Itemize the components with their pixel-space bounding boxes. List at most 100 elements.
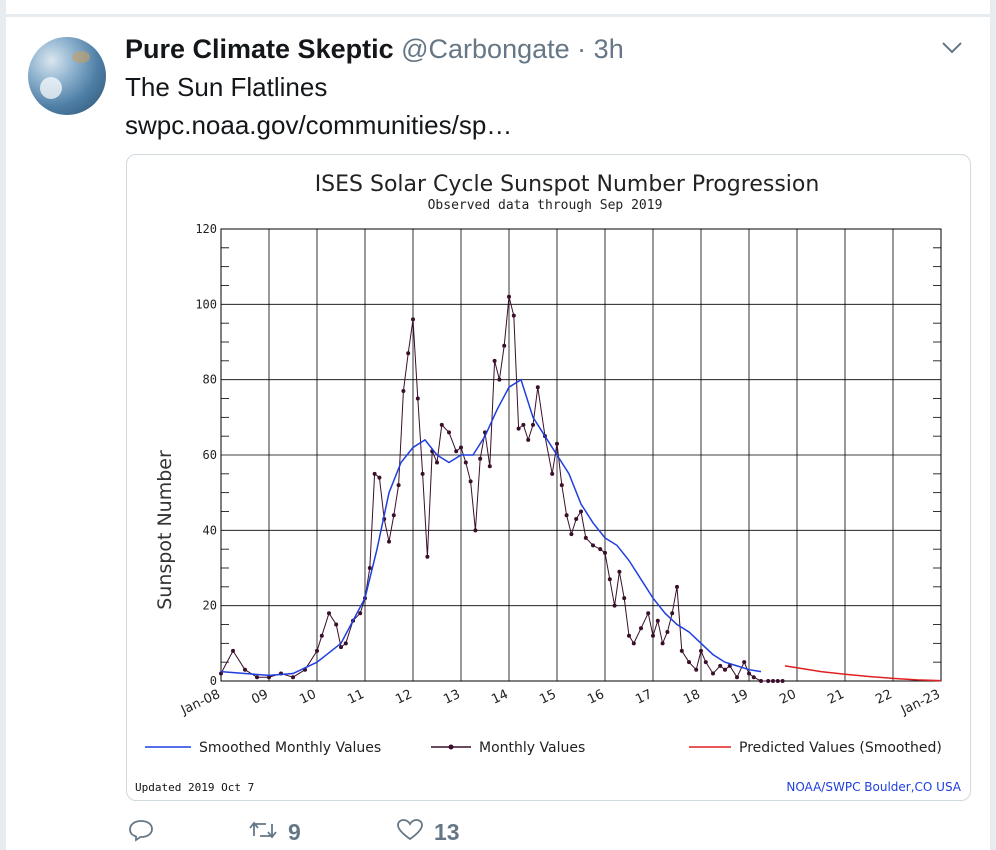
y-ticks: 0 20 40 60 80 100 120 [195,222,217,688]
monthly-point [742,660,747,665]
monthly-point [780,679,785,683]
monthly-point [583,535,588,540]
monthly-point [497,377,502,382]
legend-predicted-label: Predicted Values (Smoothed) [739,740,942,756]
y-tick-label: 80 [203,373,217,387]
monthly-point [703,660,708,665]
series-layer [219,294,942,683]
monthly-point [531,422,535,427]
x-tick-label: Jan-23 [898,687,943,718]
legend-smoothed-label: Smoothed Monthly Values [199,740,381,756]
monthly-point [319,633,324,638]
retweet-button[interactable]: 9 [248,818,301,847]
monthly-point [651,633,655,638]
tweet-header: Pure Climate Skeptic @Carbongate · 3h [125,34,624,65]
monthly-point [687,660,691,665]
monthly-point [775,679,780,683]
y-tick-label: 120 [195,222,217,236]
monthly-point [751,675,756,680]
monthly-point [559,483,564,488]
monthly-point [574,517,579,522]
display-name[interactable]: Pure Climate Skeptic [125,34,394,64]
monthly-point [535,385,540,390]
monthly-point [759,679,763,683]
monthly-point [694,667,699,672]
monthly-point [771,679,775,683]
avatar[interactable] [28,37,106,115]
monthly-point [660,641,665,646]
monthly-point [411,317,415,322]
monthly-point [387,539,391,544]
monthly-point [507,294,511,299]
separator: · [577,34,587,64]
monthly-point [555,441,559,446]
x-tick-label: Jan-08 [178,687,223,718]
like-count: 13 [434,819,460,845]
monthly-point [492,358,497,363]
monthly-point [622,596,627,601]
monthly-point [447,430,451,435]
monthly-point [463,460,468,465]
monthly-point [435,460,439,465]
monthly-point [439,422,444,427]
monthly-point [487,464,492,469]
monthly-point [579,509,583,514]
monthly-point [665,630,670,635]
retweet-icon [248,818,278,847]
predicted-values-smoothed-line [784,665,942,682]
x-tick-label: 21 [825,687,846,708]
monthly-point [569,532,574,537]
like-button[interactable]: 13 [396,818,460,847]
monthly-point [420,471,425,476]
timeline-top-band [0,0,996,17]
monthly-point [291,675,295,680]
monthly-point [679,648,684,653]
user-handle[interactable]: @Carbongate [401,34,570,64]
monthly-point [766,679,771,683]
legend-monthly-label: Monthly Values [479,740,585,756]
monthly-point [473,528,478,533]
tweet-link[interactable]: swpc.noaa.gov/communities/sp… [125,110,513,140]
monthly-point [219,671,223,676]
x-tick-label: 11 [345,687,366,708]
x-tick-label: 12 [393,687,414,708]
monthly-point [377,475,382,480]
x-tick-label: 18 [681,687,702,708]
monthly-point [550,471,555,476]
monthly-point [723,667,727,672]
monthly-values-line [220,296,783,682]
y-tick-label: 100 [195,297,217,311]
monthly-point [564,513,569,518]
monthly-point [603,550,607,555]
monthly-point [243,667,247,672]
monthly-point [315,648,319,653]
y-tick-label: 0 [210,674,217,688]
x-tick-label: 10 [297,687,318,708]
reply-button[interactable] [128,818,154,847]
x-tick-label: 13 [441,687,462,708]
smoothed-monthly-values-line [220,378,762,677]
monthly-point [598,547,603,552]
monthly-point [727,663,732,668]
tweet-time[interactable]: 3h [593,34,624,64]
monthly-point [425,554,430,559]
monthly-point [627,633,631,638]
heart-icon [396,818,424,847]
chart-grid [220,228,942,682]
monthly-point [747,671,751,676]
monthly-point [459,445,463,450]
monthly-point [478,456,483,461]
monthly-point [711,671,715,676]
x-tick-label: 15 [537,687,558,708]
monthly-point [367,566,372,570]
chevron-down-icon[interactable] [940,40,964,61]
y-tick-label: 60 [203,448,217,462]
link-preview-card[interactable]: ISES Solar Cycle Sunspot Number Progress… [126,154,971,801]
x-ticks: Jan-08 09 10 11 12 13 14 15 16 17 18 19 20 21 22 Jan-23 [178,687,943,718]
chart-subtitle: Observed data through Sep 2019 [428,198,663,213]
monthly-point [334,622,339,627]
monthly-point [646,611,651,616]
monthly-point [468,479,473,484]
sunspot-chart: ISES Solar Cycle Sunspot Number Progress… [135,172,962,794]
monthly-point [454,449,459,454]
